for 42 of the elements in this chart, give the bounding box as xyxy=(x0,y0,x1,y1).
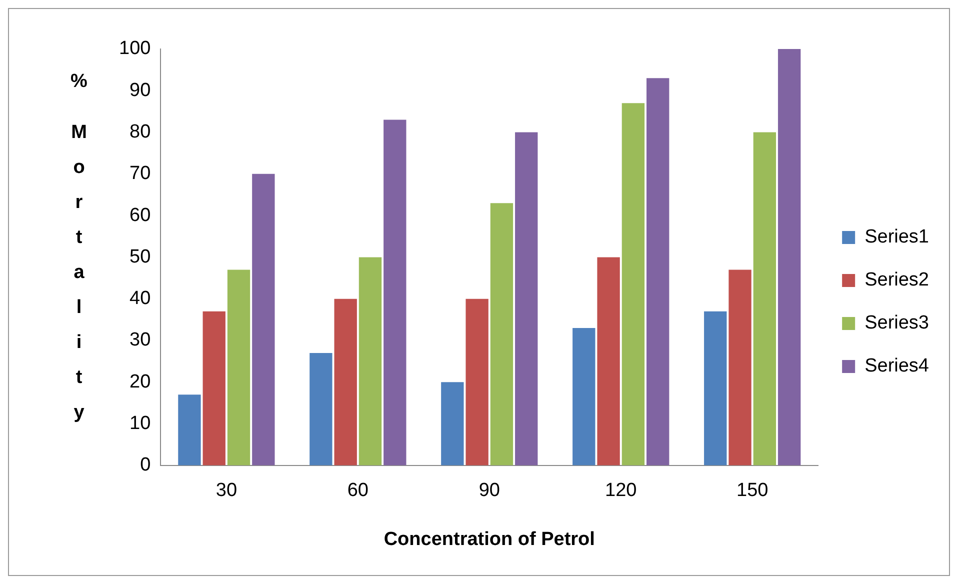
bar xyxy=(178,394,201,466)
bar xyxy=(358,257,382,466)
y-tick-label: 90 xyxy=(130,80,151,101)
y-tick-label: 20 xyxy=(130,371,151,392)
bar xyxy=(252,174,275,466)
legend-label: Series2 xyxy=(864,270,929,291)
bar xyxy=(384,120,406,466)
bar xyxy=(466,298,488,466)
x-tick-label: 30 xyxy=(216,480,238,502)
x-tick-label: 120 xyxy=(605,480,637,502)
bar xyxy=(597,257,620,466)
legend-label: Series1 xyxy=(864,226,929,248)
x-tick-label: 60 xyxy=(347,480,368,502)
y-tick-label: 50 xyxy=(130,246,151,268)
bar xyxy=(441,382,464,466)
x-tick-label: 150 xyxy=(736,480,768,502)
legend-label: Series4 xyxy=(864,356,930,377)
legend-label: Series3 xyxy=(864,312,929,334)
bar xyxy=(753,132,776,466)
bar xyxy=(310,352,332,466)
bar xyxy=(202,311,226,466)
bar xyxy=(334,298,357,466)
x-axis-title: Concentration of Petrol xyxy=(384,528,595,550)
y-tick-label: 80 xyxy=(130,122,151,143)
y-tick-label: 100 xyxy=(119,38,151,60)
bar xyxy=(704,311,727,466)
y-tick-label: 60 xyxy=(130,204,151,226)
text: % Mortality xyxy=(70,71,88,423)
bar xyxy=(622,103,645,466)
x-tick-label: 90 xyxy=(478,480,500,502)
bar xyxy=(490,203,514,466)
y-tick-label: 10 xyxy=(130,412,151,434)
y-tick-label: 30 xyxy=(130,330,151,351)
bar xyxy=(572,328,596,466)
bar xyxy=(227,270,250,466)
bar xyxy=(646,78,670,466)
y-tick-label: 0 xyxy=(140,454,151,476)
bar xyxy=(515,132,538,466)
y-tick-label: 70 xyxy=(130,163,151,184)
bar xyxy=(728,270,752,466)
y-tick-label: 40 xyxy=(130,288,151,310)
bar xyxy=(778,49,801,466)
